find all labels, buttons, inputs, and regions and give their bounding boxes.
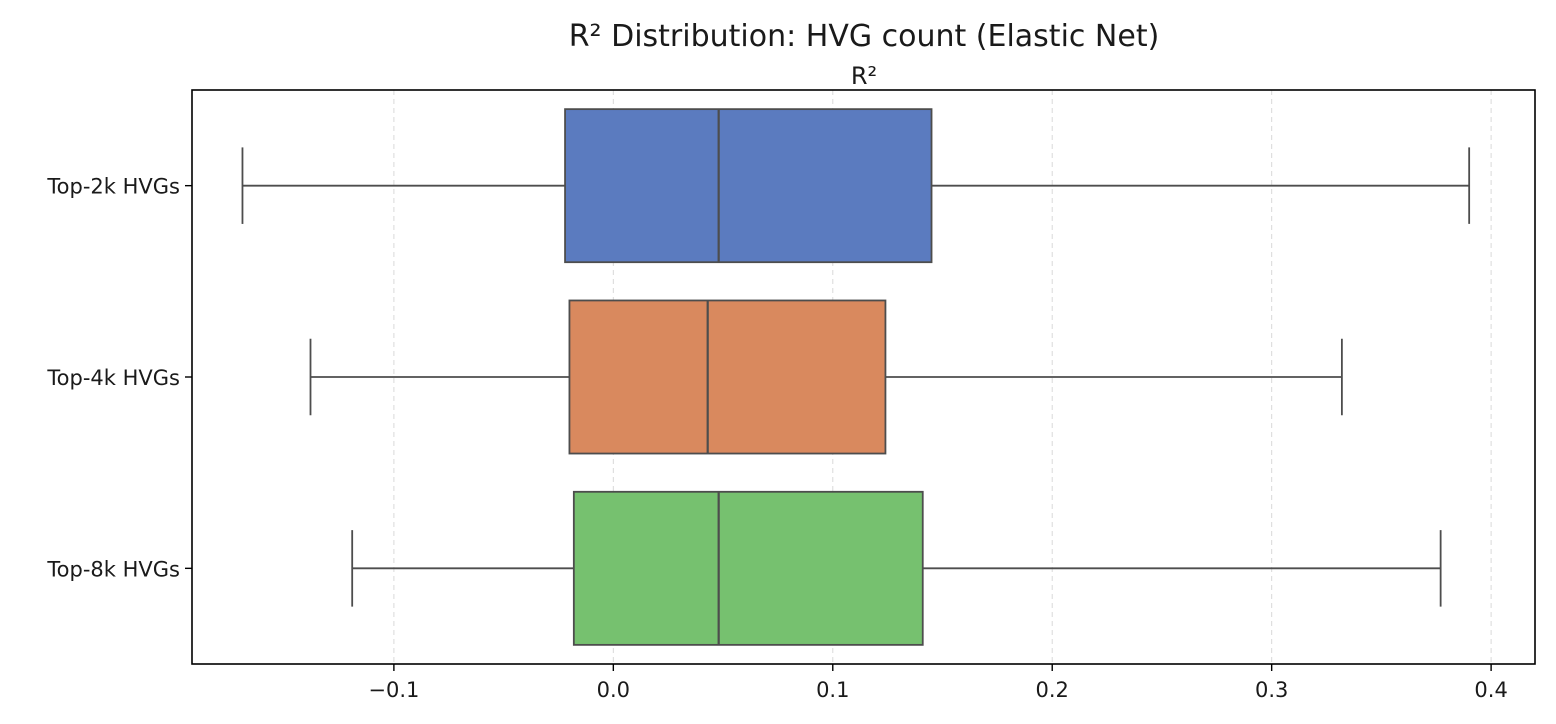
tick-layer: −0.1 0.0 0.1 0.2 0.3 0.4 Top-2k HVGs Top-4k HVG… — [46, 175, 1507, 702]
box-layer — [241, 108, 1471, 646]
x-tick-label: 0.3 — [1255, 678, 1288, 702]
x-tick-label: 0.4 — [1474, 678, 1507, 702]
y-tick-label: Top-4k HVGs — [46, 366, 180, 390]
chart-title: R² Distribution: HVG count (Elastic Net) — [569, 19, 1160, 54]
x-axis-title: R² — [851, 62, 877, 90]
iqr-box — [572, 490, 924, 646]
x-tick-label: −0.1 — [368, 678, 419, 702]
x-tick-label: 0.2 — [1036, 678, 1069, 702]
x-tick-label: 0.1 — [816, 678, 849, 702]
iqr-box — [564, 108, 933, 264]
x-tick-label: 0.0 — [597, 678, 630, 702]
y-tick-label: Top-2k HVGs — [46, 175, 180, 199]
iqr-box — [568, 299, 887, 455]
y-tick-label: Top-8k HVGs — [46, 557, 180, 581]
